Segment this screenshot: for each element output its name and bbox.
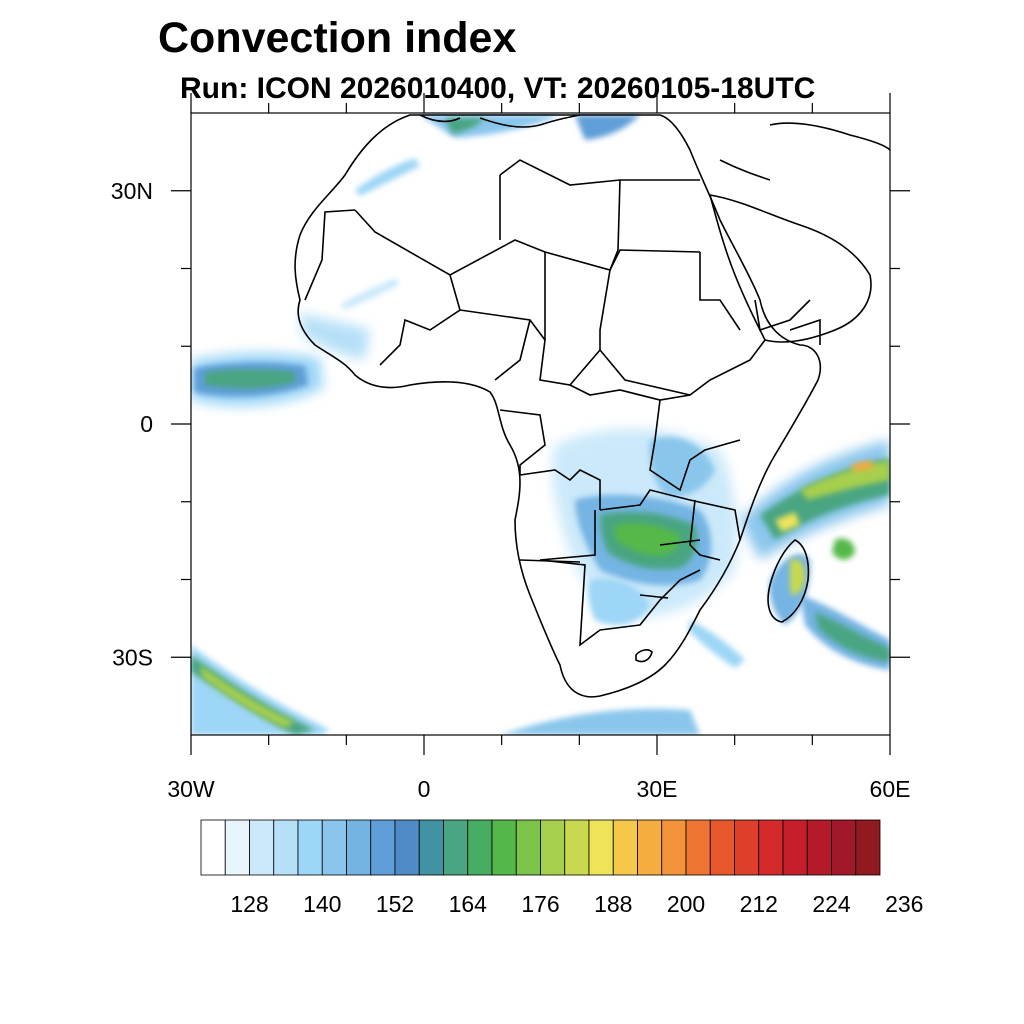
convection-area-mediterranean <box>355 115 640 196</box>
madagascar-coastline <box>767 539 810 623</box>
colorbar-box <box>249 819 275 876</box>
colorbar-box <box>734 819 760 876</box>
colorbar <box>200 819 881 876</box>
lat-tick-label: 30S <box>112 644 153 670</box>
colorbar-box <box>491 819 517 876</box>
colorbar-label: 212 <box>740 891 778 917</box>
colorbar-box <box>346 819 372 876</box>
colorbar-box <box>443 819 469 876</box>
colorbar-box <box>224 819 250 876</box>
colorbar-box <box>370 819 396 876</box>
colorbar-label: 164 <box>449 891 488 917</box>
colorbar-box <box>612 819 638 876</box>
colorbar-label: 152 <box>376 891 414 917</box>
lat-tick-label: 0 <box>140 411 153 437</box>
africa-coastline <box>294 114 822 698</box>
colorbar-box <box>200 819 226 876</box>
colorbar-label: 200 <box>667 891 705 917</box>
colorbar-label: 176 <box>521 891 559 917</box>
colorbar-label: 128 <box>230 891 268 917</box>
colorbar-labels: 128 140 152 164 176 188 200 212 224 236 <box>230 891 923 917</box>
colorbar-box <box>540 819 566 876</box>
colorbar-box <box>758 819 784 876</box>
colorbar-label: 236 <box>885 891 923 917</box>
colorbar-box <box>685 819 711 876</box>
colorbar-box <box>831 819 857 876</box>
colorbar-box <box>297 819 323 876</box>
convection-area-madagascar <box>769 553 811 625</box>
colorbar-box <box>515 819 541 876</box>
coastlines <box>294 114 890 698</box>
colorbar-box <box>637 819 663 876</box>
colorbar-box <box>806 819 832 876</box>
colorbar-box <box>418 819 444 876</box>
colorbar-box <box>321 819 347 876</box>
convection-area-southwest-indian-ocean <box>688 595 890 670</box>
convection-area-western-indian-ocean <box>740 440 890 560</box>
lon-tick-label: 0 <box>418 776 431 802</box>
axis-labels: 30N 0 30S 30W 0 30E 60E <box>111 178 911 802</box>
lon-tick-label: 30W <box>167 776 215 802</box>
convection-field <box>191 115 890 735</box>
colorbar-box <box>588 819 614 876</box>
page-subtitle: Run: ICON 2026010400, VT: 20260105-18UTC <box>180 72 816 105</box>
colorbar-box <box>273 819 299 876</box>
colorbar-label: 224 <box>812 891 851 917</box>
colorbar-box <box>661 819 687 876</box>
colorbar-box <box>855 819 881 876</box>
lon-tick-label: 60E <box>870 776 911 802</box>
colorbar-box <box>709 819 735 876</box>
convection-area-tropical-atlantic <box>191 352 323 407</box>
colorbar-label: 140 <box>303 891 341 917</box>
colorbar-box <box>467 819 493 876</box>
page-title: Convection index <box>158 14 517 62</box>
map-frame <box>190 112 891 736</box>
axis-ticks <box>171 93 910 755</box>
colorbar-box <box>564 819 590 876</box>
lat-tick-label: 30N <box>111 178 153 204</box>
convection-area-south-atlantic <box>191 645 700 735</box>
colorbar-box <box>782 819 808 876</box>
colorbar-label: 188 <box>594 891 632 917</box>
colorbar-box <box>394 819 420 876</box>
lon-tick-label: 30E <box>637 776 678 802</box>
